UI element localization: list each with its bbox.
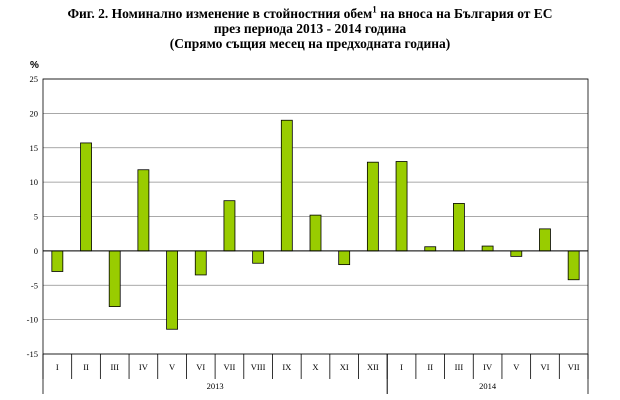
y-tick-label-4: 5: [34, 212, 38, 222]
title-line-3: (Спрямо същия месец на предходната годин…: [169, 36, 451, 51]
bar-4: [137, 169, 150, 252]
y-axis-unit-label: %: [30, 60, 39, 71]
bar-8: [252, 250, 265, 264]
bar-17: [510, 250, 523, 257]
year-label-2014: 2014: [479, 381, 497, 391]
title-line-1-prefix: Фиг. 2. Номинално изменение в стойностни…: [67, 6, 373, 21]
x-tick-label-14: II: [427, 362, 433, 372]
bar-15: [453, 203, 465, 252]
title-footnote-mark: 1: [372, 4, 377, 15]
bar-3: [108, 250, 121, 307]
y-tick-label-2: 15: [30, 143, 39, 153]
bar-9: [280, 119, 293, 252]
x-tick-label-15: III: [455, 362, 464, 372]
title-line-2: през периода 2013 - 2014 година: [213, 21, 407, 36]
x-tick-label-1: I: [56, 362, 59, 372]
year-label-2013: 2013: [207, 381, 224, 391]
bar-14: [424, 246, 437, 252]
bar-12: [366, 161, 379, 252]
bar-18: [539, 228, 551, 252]
bar-2: [80, 142, 92, 252]
x-tick-label-5: V: [169, 362, 176, 372]
x-tick-label-16: IV: [483, 362, 493, 372]
bar-19: [567, 250, 580, 281]
y-tick-label-0: 25: [30, 74, 39, 84]
y-tick-label-5: 0: [34, 246, 38, 256]
title-line-1: Фиг. 2. Номинално изменение в стойностни…: [0, 4, 620, 21]
x-tick-label-10: X: [312, 362, 318, 372]
x-tick-label-18: VI: [540, 362, 549, 372]
x-axis: I II III IV V VI VII VIII IX X XI XII I II III IV V VI VII…: [42, 354, 589, 394]
plot-frame: [42, 78, 589, 355]
x-tick-label-19: VII: [568, 362, 580, 372]
bar-11: [338, 250, 351, 266]
bar-7: [223, 200, 236, 252]
bar-1: [51, 250, 64, 272]
y-tick-label-6: -5: [31, 280, 38, 290]
x-tick-label-17: V: [513, 362, 520, 372]
x-tick-label-9: IX: [282, 362, 291, 372]
y-tick-label-1: 20: [30, 108, 39, 118]
x-tick-label-12: XII: [367, 362, 379, 372]
x-tick-label-4: IV: [139, 362, 149, 372]
x-tick-label-13: I: [400, 362, 403, 372]
title-line-1-suffix: на вноса на България от ЕС: [376, 6, 553, 21]
y-tick-label-3: 10: [30, 177, 39, 187]
x-tick-label-8: VIII: [251, 362, 266, 372]
bar-10: [309, 214, 322, 252]
bar-5: [166, 250, 178, 330]
x-tick-label-7: VII: [224, 362, 236, 372]
chart-title: Фиг. 2. Номинално изменение в стойностни…: [0, 4, 620, 51]
x-tick-label-11: XI: [340, 362, 349, 372]
x-tick-label-3: III: [110, 362, 119, 372]
y-axis-ticks: 25 20 15 10 5 0 -5 -10 -15: [27, 74, 38, 359]
x-tick-label-6: VI: [196, 362, 205, 372]
bar-6: [194, 250, 207, 276]
bars: [43, 119, 588, 330]
y-tick-label-7: -10: [27, 315, 38, 325]
bar-16: [481, 245, 494, 252]
y-tick-label-8: -15: [27, 349, 38, 359]
x-tick-label-2: II: [83, 362, 89, 372]
bar-13: [395, 161, 408, 252]
